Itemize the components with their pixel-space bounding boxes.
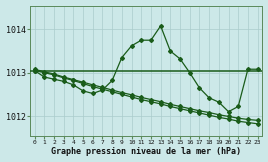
X-axis label: Graphe pression niveau de la mer (hPa): Graphe pression niveau de la mer (hPa) <box>51 147 241 156</box>
